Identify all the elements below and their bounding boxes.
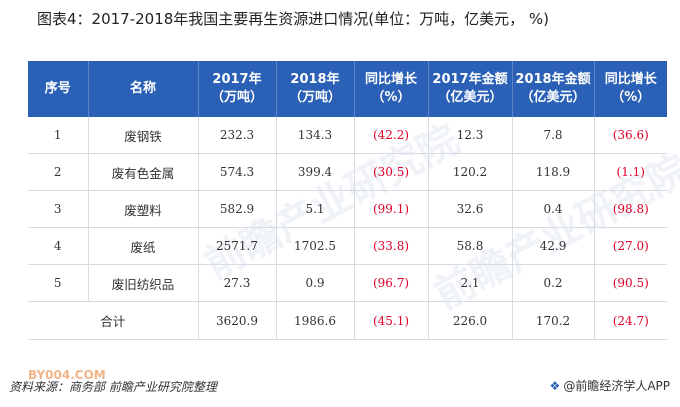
tonnage-2017: 3620.9	[198, 301, 277, 340]
value-2017: 120.2	[428, 153, 513, 191]
value-2017: 12.3	[428, 117, 513, 154]
value-growth: (1.1)	[594, 153, 667, 191]
total-label: 合计	[28, 301, 199, 340]
tonnage-2018: 1986.6	[276, 301, 355, 340]
header-cell: 2018年金额 （亿美元）	[512, 61, 595, 117]
tonnage-growth: (30.5)	[354, 153, 429, 191]
value-2017: 58.8	[428, 227, 513, 265]
table-total-row: 合计 3620.9 1986.6 (45.1) 226.0 170.2 (24.…	[28, 301, 667, 340]
value-2018: 7.8	[512, 117, 595, 154]
tonnage-growth: (45.1)	[354, 301, 429, 340]
row-number: 4	[28, 227, 89, 265]
value-2017: 2.1	[428, 264, 513, 302]
tonnage-2018: 5.1	[276, 190, 355, 228]
value-growth: (24.7)	[594, 301, 667, 340]
header-cell: 同比增长 （%）	[594, 61, 667, 117]
tonnage-2017: 27.3	[198, 264, 277, 302]
row-name: 废旧纺织品	[88, 264, 199, 302]
table-header-row: 序号 名称 2017年 （万吨） 2018年 （万吨） 同比增长 （%） 2017年金…	[28, 61, 667, 117]
value-2018: 118.9	[512, 153, 595, 191]
value-2018: 0.2	[512, 264, 595, 302]
row-number: 5	[28, 264, 89, 302]
value-growth: (90.5)	[594, 264, 667, 302]
tonnage-2018: 0.9	[276, 264, 355, 302]
tonnage-2017: 574.3	[198, 153, 277, 191]
tonnage-growth: (42.2)	[354, 117, 429, 154]
tonnage-growth: (96.7)	[354, 264, 429, 302]
row-name: 废钢铁	[88, 117, 199, 154]
source-note: 资料来源：商务部 前瞻产业研究院整理	[9, 380, 217, 394]
row-number: 3	[28, 190, 89, 228]
header-cell: 序号	[28, 61, 89, 117]
value-2018: 0.4	[512, 190, 595, 228]
header-cell: 同比增长 （%）	[354, 61, 429, 117]
tonnage-2017: 2571.7	[198, 227, 277, 265]
value-2018: 42.9	[512, 227, 595, 265]
tonnage-growth: (99.1)	[354, 190, 429, 228]
row-number: 1	[28, 117, 89, 154]
tonnage-2018: 399.4	[276, 153, 355, 191]
row-name: 废有色金属	[88, 153, 199, 191]
header-cell: 2017年 （万吨）	[198, 61, 277, 117]
header-cell: 2018年 （万吨）	[276, 61, 355, 117]
table-row: 5 废旧纺织品 27.3 0.9 (96.7) 2.1 0.2 (90.5)	[28, 264, 667, 302]
import-table: 序号 名称 2017年 （万吨） 2018年 （万吨） 同比增长 （%） 2017年金…	[28, 61, 667, 340]
tonnage-2018: 134.3	[276, 117, 355, 154]
value-growth: (98.8)	[594, 190, 667, 228]
row-name: 废纸	[88, 227, 199, 265]
table-row: 1 废钢铁 232.3 134.3 (42.2) 12.3 7.8 (36.6)	[28, 117, 667, 154]
header-cell: 名称	[88, 61, 199, 117]
brand-text: @前瞻经济学人APP	[563, 379, 670, 393]
value-growth: (27.0)	[594, 227, 667, 265]
tonnage-growth: (33.8)	[354, 227, 429, 265]
table-row: 4 废纸 2571.7 1702.5 (33.8) 58.8 42.9 (27.…	[28, 227, 667, 265]
qianzhan-logo-icon: ❖	[549, 378, 561, 393]
tonnage-2017: 232.3	[198, 117, 277, 154]
table-row: 3 废塑料 582.9 5.1 (99.1) 32.6 0.4 (98.8)	[28, 190, 667, 228]
chart-title: 图表4：2017-2018年我国主要再生资源进口情况(单位：万吨，亿美元， %)	[37, 10, 550, 28]
value-growth: (36.6)	[594, 117, 667, 154]
row-number: 2	[28, 153, 89, 191]
header-cell: 2017年金额 （亿美元）	[428, 61, 513, 117]
site-watermark: BY004.COM	[28, 368, 106, 382]
value-2017: 32.6	[428, 190, 513, 228]
value-2017: 226.0	[428, 301, 513, 340]
value-2018: 170.2	[512, 301, 595, 340]
tonnage-2017: 582.9	[198, 190, 277, 228]
table-row: 2 废有色金属 574.3 399.4 (30.5) 120.2 118.9 (…	[28, 153, 667, 191]
brand-credit: ❖ @前瞻经济学人APP	[550, 377, 670, 394]
tonnage-2018: 1702.5	[276, 227, 355, 265]
row-name: 废塑料	[88, 190, 199, 228]
